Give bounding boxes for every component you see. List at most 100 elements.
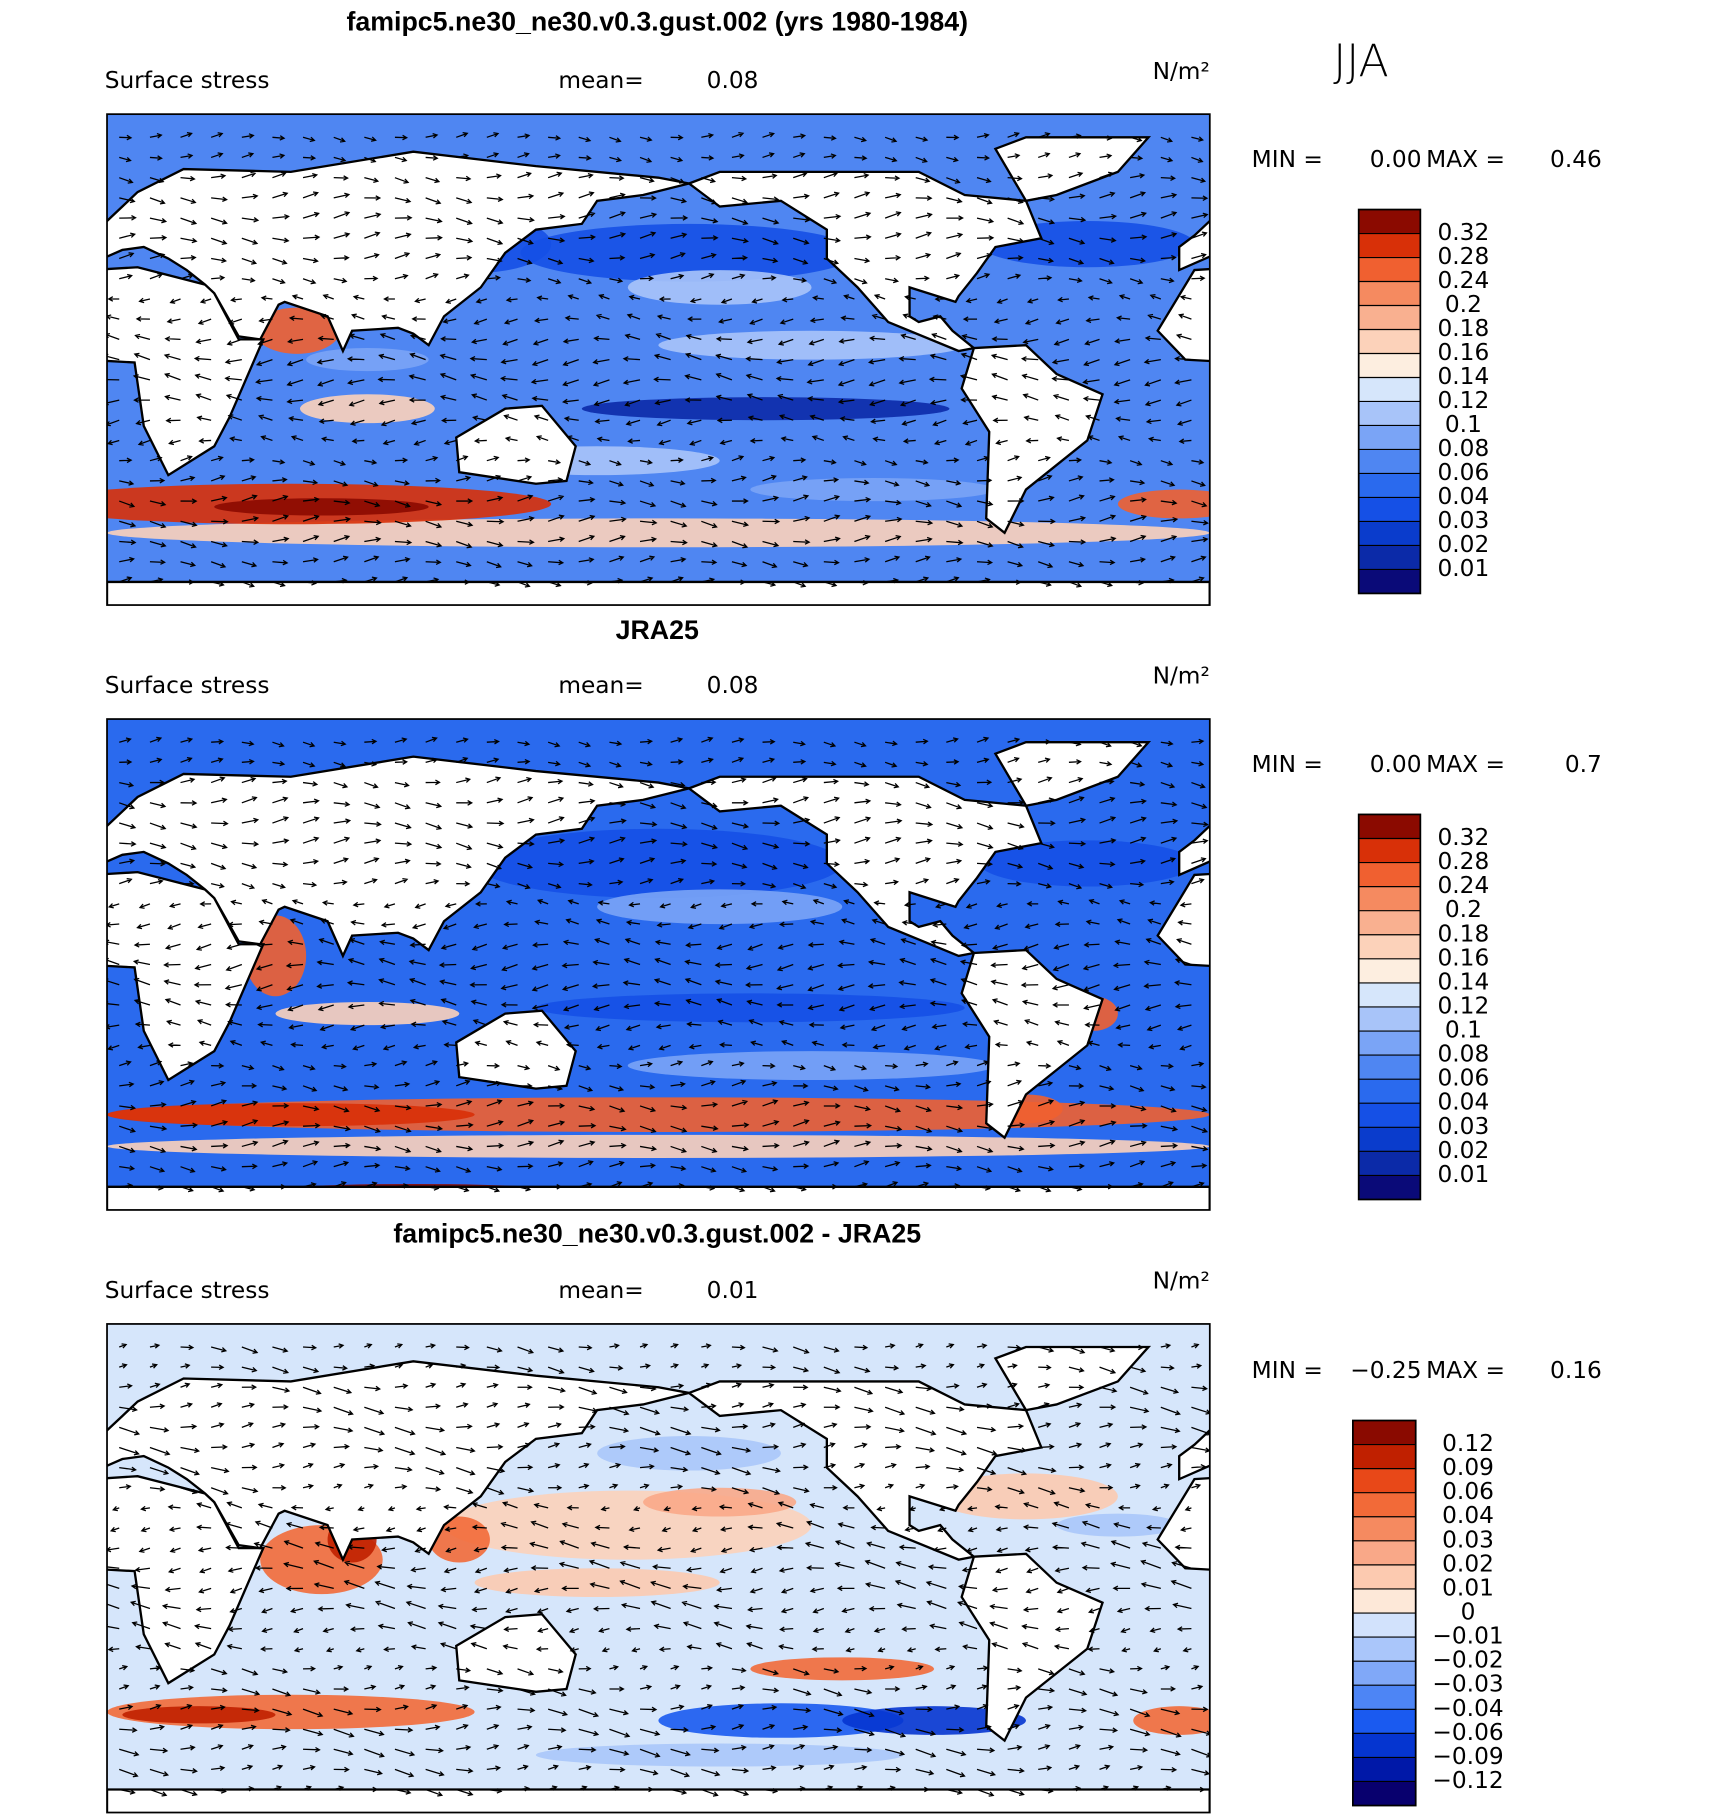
colorbar-label: 0.02 (1437, 531, 1489, 558)
max-label: MAX = (1426, 146, 1505, 173)
continent (1178, 219, 1210, 272)
min-value: 0.00 (1370, 751, 1422, 778)
colorbar-box (1358, 910, 1421, 935)
colorbar-box (1352, 1613, 1416, 1638)
continent (993, 136, 1152, 203)
map (107, 719, 1678, 1210)
field-blob (107, 1103, 475, 1127)
variable-label: Surface stress (105, 1277, 270, 1304)
colorbar-box (1358, 425, 1421, 450)
colorbar-box (1358, 377, 1421, 402)
wind-arrows (107, 1343, 1210, 1797)
colorbar-box (1358, 401, 1421, 426)
colorbar-label: 0.04 (1442, 1502, 1494, 1529)
colorbar-label: 0.04 (1437, 483, 1489, 510)
field-blob (1117, 489, 1210, 519)
mean-label: mean= (558, 672, 643, 699)
colorbar-label: 0.24 (1437, 267, 1489, 294)
continent (1559, 1011, 1678, 1089)
colorbar-label: −0.03 (1432, 1671, 1503, 1698)
colorbar-box (1358, 449, 1421, 474)
colorbar-label: 0.18 (1437, 315, 1489, 342)
field-blob (597, 889, 843, 925)
colorbar-box (1352, 1540, 1416, 1565)
colorbar-label: 0.18 (1437, 920, 1489, 947)
max-value: 0.16 (1550, 1357, 1602, 1384)
continent (1156, 1476, 1210, 1571)
colorbar-box (1352, 1757, 1416, 1782)
colorbar-box (1358, 814, 1421, 839)
colorbar-box (1352, 1661, 1416, 1686)
continent (455, 404, 577, 485)
colorbar-label: −0.04 (1432, 1695, 1503, 1722)
max-label: MAX = (1426, 1357, 1505, 1384)
colorbar-box (1358, 281, 1421, 306)
panel-title: JRA25 (616, 615, 699, 645)
units-label: N/m² (1153, 58, 1210, 85)
min-label: MIN = (1252, 1357, 1323, 1384)
map (107, 1323, 1210, 1813)
colorbar-frame (1352, 1419, 1417, 1807)
colorbar-frame (1357, 208, 1422, 595)
colorbar-box (1352, 1420, 1416, 1445)
colorbar-label: 0.28 (1437, 243, 1489, 270)
max-value: 0.46 (1550, 146, 1602, 173)
colorbar-box (1358, 838, 1421, 863)
wind-arrows (107, 736, 1209, 1193)
colorbar-box (1358, 521, 1421, 546)
colorbar-label: 0 (1461, 1599, 1476, 1626)
colorbar-label: −0.01 (1432, 1623, 1503, 1650)
panel-title: famipc5.ne30_ne30.v0.3.gust.002 (yrs 198… (346, 6, 968, 36)
field-blob (474, 828, 843, 899)
colorbar-label: 0.12 (1437, 387, 1489, 414)
colorbar-label: −0.02 (1432, 1647, 1503, 1674)
field-blob (750, 477, 996, 502)
colorbar-box (1358, 473, 1421, 498)
continent (993, 741, 1152, 808)
field-blob (107, 518, 1210, 548)
colorbar-label: 0.08 (1437, 435, 1489, 462)
field-blob (254, 307, 340, 354)
map (107, 114, 1210, 606)
colorbar-box (1352, 1468, 1416, 1493)
continent (960, 343, 1104, 535)
map-frame (106, 718, 1211, 1211)
colorbar-box (1358, 982, 1421, 1007)
continent (107, 1360, 690, 1563)
colorbar-label: 0.09 (1442, 1454, 1494, 1481)
colorbar-label: 0.06 (1437, 459, 1489, 486)
min-value: 0.00 (1370, 146, 1422, 173)
colorbar-box (1358, 545, 1421, 570)
colorbar-box (1358, 257, 1421, 282)
colorbar-label: 0.14 (1437, 363, 1489, 390)
field-blob (980, 840, 1195, 887)
colorbar-box (1352, 1685, 1416, 1710)
max-value: 0.7 (1565, 751, 1602, 778)
continent (455, 1612, 577, 1693)
colorbar-label: 0.24 (1437, 872, 1489, 899)
panel-title: famipc5.ne30_ne30.v0.3.gust.002 - JRA25 (393, 1219, 921, 1249)
season-label: JJA (1333, 36, 1389, 87)
colorbar-box (1358, 1103, 1421, 1128)
colorbar-label: −0.06 (1432, 1719, 1503, 1746)
colorbar-box (1358, 353, 1421, 378)
continent (107, 1475, 266, 1685)
colorbar-label: 0.03 (1437, 507, 1489, 534)
field-blob (535, 1743, 904, 1767)
field-blob (750, 1657, 935, 1681)
field-blob (122, 1706, 276, 1724)
colorbar-box (1358, 886, 1421, 911)
field-blob (520, 223, 858, 282)
colorbar-label: 0.12 (1437, 992, 1489, 1019)
colorbar-box (1352, 1516, 1416, 1541)
field-blob (581, 397, 950, 421)
mean-label: mean= (558, 1277, 643, 1304)
min-value: −0.25 (1350, 1357, 1421, 1384)
colorbar-label: 0.08 (1437, 1041, 1489, 1068)
continent (1208, 1185, 1210, 1210)
continent (107, 1788, 1210, 1813)
colorbar-label: −0.09 (1432, 1743, 1503, 1770)
colorbar-label: 0.06 (1437, 1065, 1489, 1092)
colorbar-label: 0.14 (1437, 968, 1489, 995)
